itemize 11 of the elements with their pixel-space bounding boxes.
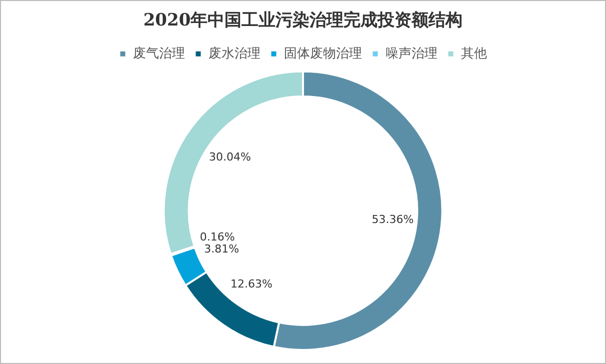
data-label: 30.04%: [208, 150, 251, 164]
data-label: 0.16%: [200, 230, 235, 244]
data-label: 53.36%: [372, 213, 414, 226]
data-label: 3.81%: [204, 242, 240, 256]
legend-label: 固体废物治理: [284, 46, 362, 62]
legend-label: 废水治理: [208, 46, 260, 62]
chart-title: 2020年中国工业污染治理完成投资额结构: [143, 10, 463, 31]
data-label: 12.63%: [230, 278, 272, 291]
legend-label: 噪声治理: [385, 46, 438, 62]
legend-label: 废气治理: [132, 46, 185, 62]
legend-label: 其他: [460, 46, 487, 62]
